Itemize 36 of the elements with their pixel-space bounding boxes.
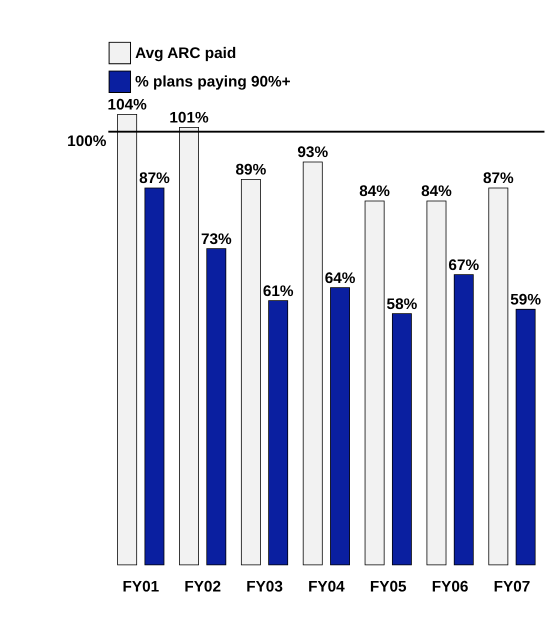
- data-label: 89%: [236, 162, 267, 179]
- bar: [330, 287, 350, 566]
- data-label: 93%: [297, 144, 328, 162]
- data-label: 87%: [139, 170, 170, 188]
- bar: [426, 200, 446, 566]
- bar: [516, 308, 536, 566]
- data-label: 73%: [200, 230, 232, 248]
- bar: [302, 162, 323, 566]
- data-label: 67%: [448, 256, 480, 274]
- x-tick-label: FY03: [246, 578, 283, 596]
- data-label: 64%: [324, 270, 356, 287]
- x-tick-label: FY04: [308, 578, 346, 596]
- x-tick-label: FY05: [370, 578, 408, 596]
- x-tick-label: FY06: [432, 578, 468, 596]
- data-label: 101%: [169, 110, 209, 127]
- bar: [144, 188, 164, 566]
- legend-label: % plans paying 90%+: [135, 74, 291, 91]
- bar: [206, 248, 226, 566]
- x-tick-label: FY07: [494, 578, 530, 596]
- bar: [454, 274, 474, 566]
- legend-label: Avg ARC paid: [135, 44, 236, 62]
- ref-line-label: 100%: [67, 133, 107, 150]
- bar: [488, 188, 508, 566]
- bar: [240, 178, 261, 566]
- data-label: 87%: [482, 170, 514, 188]
- data-label: 58%: [386, 296, 418, 313]
- data-label: 104%: [108, 96, 148, 114]
- bar: [392, 313, 412, 566]
- bar: [268, 300, 288, 566]
- x-tick-label: FY01: [122, 578, 160, 596]
- bar: [364, 200, 385, 566]
- data-label: 84%: [421, 183, 452, 200]
- data-label: 61%: [262, 282, 294, 300]
- data-label: 59%: [510, 292, 542, 309]
- x-tick-label: FY02: [184, 578, 221, 596]
- data-label: 84%: [359, 183, 390, 200]
